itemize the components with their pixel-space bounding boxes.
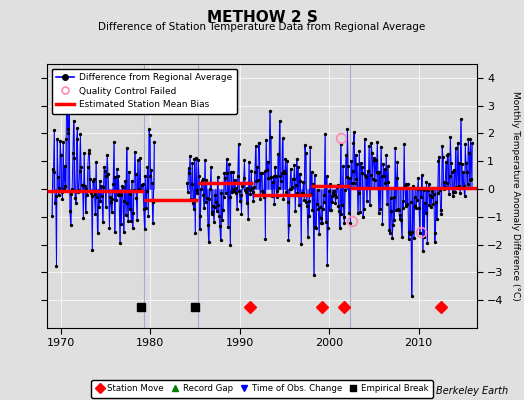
Text: Berkeley Earth: Berkeley Earth [436, 386, 508, 396]
Y-axis label: Monthly Temperature Anomaly Difference (°C): Monthly Temperature Anomaly Difference (… [511, 91, 520, 301]
Legend: Station Move, Record Gap, Time of Obs. Change, Empirical Break: Station Move, Record Gap, Time of Obs. C… [91, 380, 433, 398]
Text: METHOW 2 S: METHOW 2 S [206, 10, 318, 25]
Text: Difference of Station Temperature Data from Regional Average: Difference of Station Temperature Data f… [99, 22, 425, 32]
